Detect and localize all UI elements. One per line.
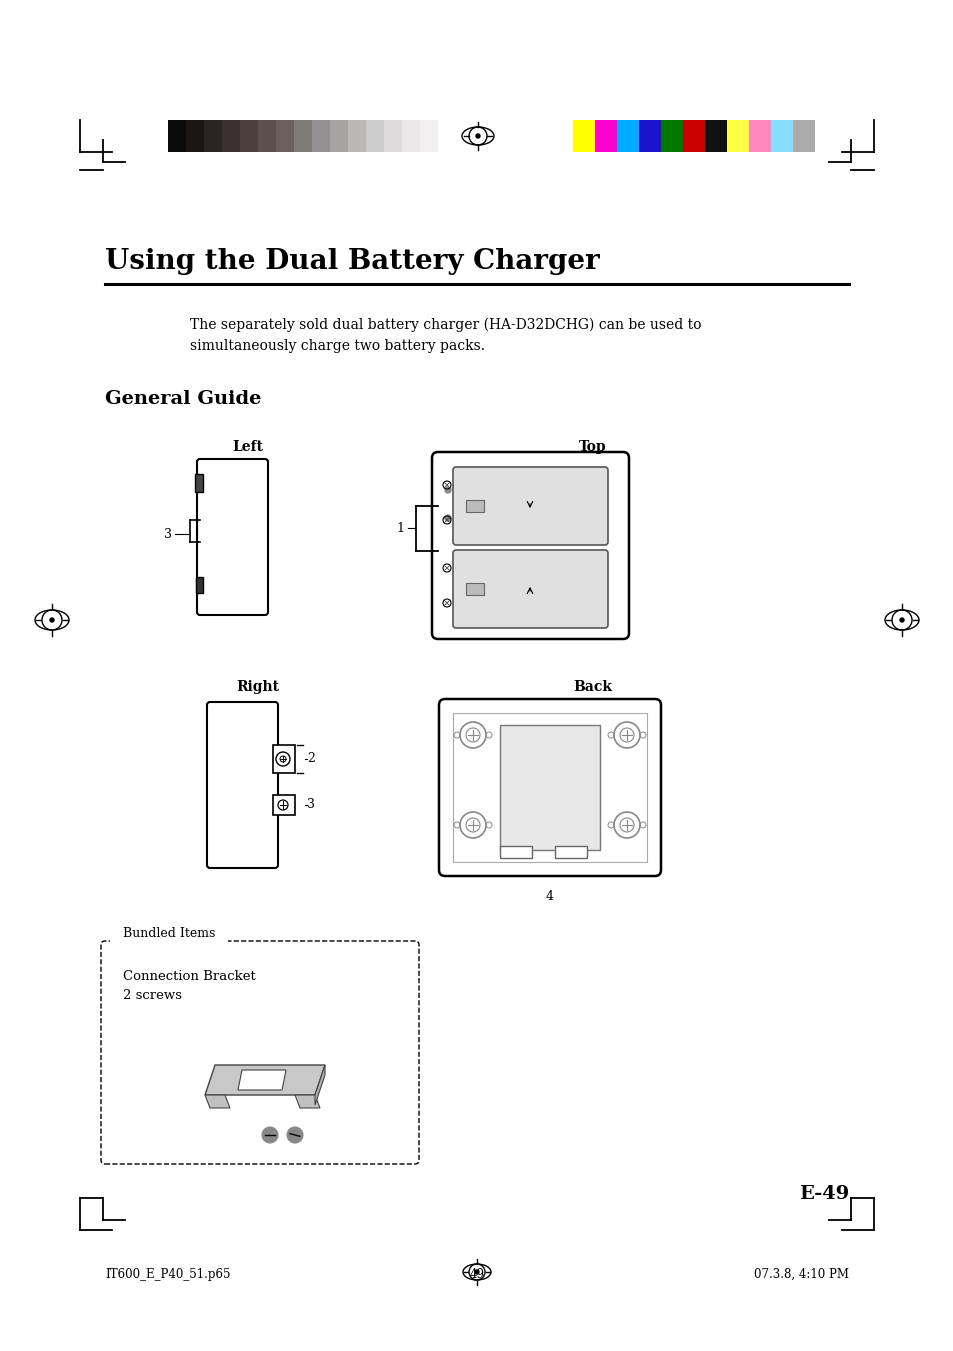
Text: Connection Bracket
2 screws: Connection Bracket 2 screws	[123, 970, 255, 1002]
Polygon shape	[237, 1070, 286, 1090]
Text: 3: 3	[164, 527, 172, 540]
Bar	[748, 120, 770, 153]
Circle shape	[444, 486, 451, 493]
Text: Bundled Items: Bundled Items	[123, 927, 215, 940]
Bar	[257, 120, 275, 153]
Text: Top: Top	[578, 440, 606, 454]
Bar	[366, 120, 384, 153]
Circle shape	[50, 617, 54, 621]
Bar	[437, 120, 456, 153]
Bar	[294, 120, 312, 153]
Bar	[194, 474, 203, 492]
Bar	[273, 794, 294, 815]
Bar	[240, 120, 257, 153]
Bar	[348, 120, 366, 153]
Polygon shape	[205, 1065, 325, 1096]
FancyBboxPatch shape	[101, 942, 418, 1165]
Circle shape	[476, 134, 479, 138]
Bar	[453, 713, 646, 862]
Circle shape	[287, 1127, 303, 1143]
Bar	[384, 120, 401, 153]
Bar	[595, 120, 617, 153]
Bar	[555, 846, 586, 858]
Bar	[573, 120, 595, 153]
Bar	[275, 120, 294, 153]
Circle shape	[444, 515, 451, 521]
Bar	[419, 120, 437, 153]
Bar	[273, 744, 294, 773]
Bar	[660, 120, 682, 153]
Text: E-49: E-49	[798, 1185, 848, 1202]
Bar	[499, 846, 532, 858]
Text: Using the Dual Battery Charger: Using the Dual Battery Charger	[105, 249, 599, 276]
FancyBboxPatch shape	[207, 703, 277, 867]
FancyBboxPatch shape	[453, 550, 607, 628]
Bar	[465, 584, 483, 594]
Bar	[195, 577, 203, 593]
Bar	[682, 120, 704, 153]
Bar	[222, 120, 240, 153]
Bar	[401, 120, 419, 153]
Circle shape	[262, 1127, 277, 1143]
Polygon shape	[294, 1096, 319, 1108]
Bar	[704, 120, 726, 153]
Bar	[639, 120, 660, 153]
Bar	[617, 120, 639, 153]
FancyBboxPatch shape	[196, 459, 268, 615]
Bar	[465, 500, 483, 512]
Text: The separately sold dual battery charger (HA-D32DCHG) can be used to
simultaneou: The separately sold dual battery charger…	[190, 317, 700, 353]
Text: 4: 4	[545, 890, 554, 902]
Polygon shape	[314, 1065, 325, 1105]
Text: Left: Left	[233, 440, 263, 454]
Circle shape	[899, 617, 903, 621]
Bar	[726, 120, 748, 153]
Bar	[312, 120, 330, 153]
Bar	[770, 120, 792, 153]
Bar	[330, 120, 348, 153]
Text: 3: 3	[307, 798, 314, 812]
Text: 07.3.8, 4:10 PM: 07.3.8, 4:10 PM	[753, 1269, 848, 1281]
Polygon shape	[205, 1096, 230, 1108]
Text: General Guide: General Guide	[105, 390, 261, 408]
Bar	[499, 725, 599, 850]
Bar	[792, 120, 814, 153]
FancyBboxPatch shape	[438, 698, 660, 875]
Bar	[186, 120, 204, 153]
Text: 1: 1	[395, 521, 403, 535]
FancyBboxPatch shape	[432, 453, 628, 639]
Text: 49: 49	[469, 1269, 484, 1281]
Bar	[168, 120, 186, 153]
Text: 2: 2	[307, 753, 314, 766]
Bar	[204, 120, 222, 153]
Text: IT600_E_P40_51.p65: IT600_E_P40_51.p65	[105, 1269, 231, 1281]
Text: Back: Back	[573, 680, 612, 694]
Text: Right: Right	[236, 680, 279, 694]
FancyBboxPatch shape	[453, 467, 607, 544]
Circle shape	[475, 1270, 478, 1274]
